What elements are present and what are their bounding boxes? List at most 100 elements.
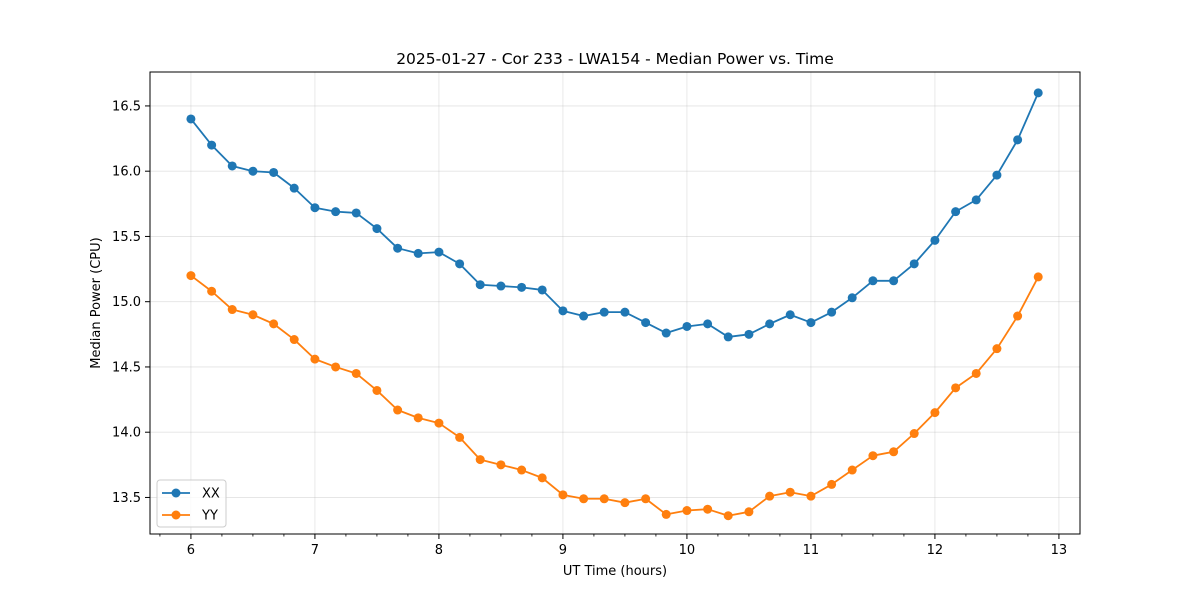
data-point-yy <box>372 385 382 395</box>
data-point-yy <box>641 494 651 504</box>
data-point-xx <box>558 306 568 316</box>
x-tick-label: 12 <box>927 543 944 558</box>
data-point-yy <box>207 286 217 296</box>
data-point-xx <box>641 318 651 328</box>
x-tick-label: 6 <box>187 543 195 558</box>
data-point-xx <box>909 259 919 269</box>
data-point-xx <box>413 248 423 258</box>
data-point-yy <box>186 271 196 281</box>
data-point-yy <box>475 455 485 465</box>
data-point-xx <box>310 203 320 213</box>
data-point-xx <box>951 207 961 217</box>
data-point-xx <box>723 332 733 342</box>
data-point-xx <box>703 319 713 329</box>
data-point-xx <box>269 167 279 177</box>
plot-frame <box>149 71 1081 535</box>
data-point-yy <box>413 413 423 423</box>
data-point-xx <box>765 319 775 329</box>
data-point-xx <box>682 321 692 331</box>
data-point-yy <box>599 494 609 504</box>
legend: XX YY <box>156 479 227 528</box>
y-tick-label: 13.5 <box>112 491 141 506</box>
data-point-yy <box>744 507 754 517</box>
y-tick-label: 16.0 <box>112 165 141 180</box>
legend-label-xx: XX <box>202 487 220 502</box>
data-point-yy <box>289 335 299 345</box>
data-point-yy <box>537 473 547 483</box>
data-point-xx <box>393 243 403 253</box>
data-point-yy <box>351 368 361 378</box>
data-point-yy <box>847 465 857 475</box>
data-point-xx <box>207 140 217 150</box>
data-point-yy <box>455 432 465 442</box>
legend-label-yy: YY <box>201 509 218 524</box>
data-point-xx <box>971 195 981 205</box>
data-point-yy <box>765 491 775 501</box>
x-tick-label: 13 <box>1051 543 1068 558</box>
data-point-xx <box>1013 135 1023 145</box>
data-point-yy <box>393 405 403 415</box>
y-tick-label: 14.0 <box>112 426 141 441</box>
data-point-yy <box>827 479 837 489</box>
y-tick-label: 14.5 <box>112 360 141 375</box>
data-point-yy <box>517 465 527 475</box>
data-point-yy <box>1033 272 1043 282</box>
data-point-yy <box>992 344 1002 354</box>
y-tick-label: 15.5 <box>112 230 141 245</box>
data-point-xx <box>455 259 465 269</box>
y-axis-label: Median Power (CPU) <box>89 237 104 368</box>
data-point-yy <box>889 447 899 457</box>
data-point-xx <box>889 276 899 286</box>
data-point-xx <box>785 310 795 320</box>
y-tick-label: 16.5 <box>112 99 141 114</box>
data-point-xx <box>827 307 837 317</box>
data-point-yy <box>909 429 919 439</box>
x-axis-label: UT Time (hours) <box>563 564 667 579</box>
data-point-xx <box>930 235 940 245</box>
data-point-yy <box>951 383 961 393</box>
x-tick-label: 11 <box>803 543 820 558</box>
data-point-yy <box>434 418 444 428</box>
data-point-xx <box>537 285 547 295</box>
series-layer <box>186 88 1043 521</box>
data-point-yy <box>248 310 258 320</box>
data-point-xx <box>351 208 361 218</box>
data-point-yy <box>1013 311 1023 321</box>
data-point-xx <box>1033 88 1043 98</box>
data-point-xx <box>599 307 609 317</box>
data-point-xx <box>434 247 444 257</box>
data-point-xx <box>372 224 382 234</box>
data-point-yy <box>971 368 981 378</box>
data-point-yy <box>310 354 320 364</box>
x-tick-label: 9 <box>559 543 567 558</box>
axis-ticks: 6 7 8 9 10 11 12 13 13.5 14.0 14.5 15.0 15.5 16.0 16.5 <box>112 99 1067 558</box>
data-point-xx <box>517 282 527 292</box>
data-point-xx <box>992 170 1002 180</box>
data-point-xx <box>868 276 878 286</box>
y-tick-label: 15.0 <box>112 295 141 310</box>
data-point-xx <box>227 161 237 171</box>
chart-title: 2025-01-27 - Cor 233 - LWA154 - Median P… <box>396 50 834 68</box>
data-point-yy <box>723 511 733 521</box>
legend-marker-yy <box>171 510 181 520</box>
data-point-yy <box>806 491 816 501</box>
data-point-xx <box>289 183 299 193</box>
data-point-xx <box>806 318 816 328</box>
data-point-yy <box>785 487 795 497</box>
data-point-yy <box>620 498 630 508</box>
data-point-yy <box>868 451 878 461</box>
data-point-xx <box>620 307 630 317</box>
data-point-yy <box>269 319 279 329</box>
data-point-yy <box>661 509 671 519</box>
data-point-yy <box>331 362 341 372</box>
data-point-xx <box>186 114 196 124</box>
data-point-xx <box>248 166 258 176</box>
data-point-xx <box>496 281 506 291</box>
grid <box>150 72 1080 534</box>
data-point-xx <box>847 293 857 303</box>
legend-marker-xx <box>171 488 181 498</box>
data-point-yy <box>930 408 940 418</box>
data-point-yy <box>558 490 568 500</box>
